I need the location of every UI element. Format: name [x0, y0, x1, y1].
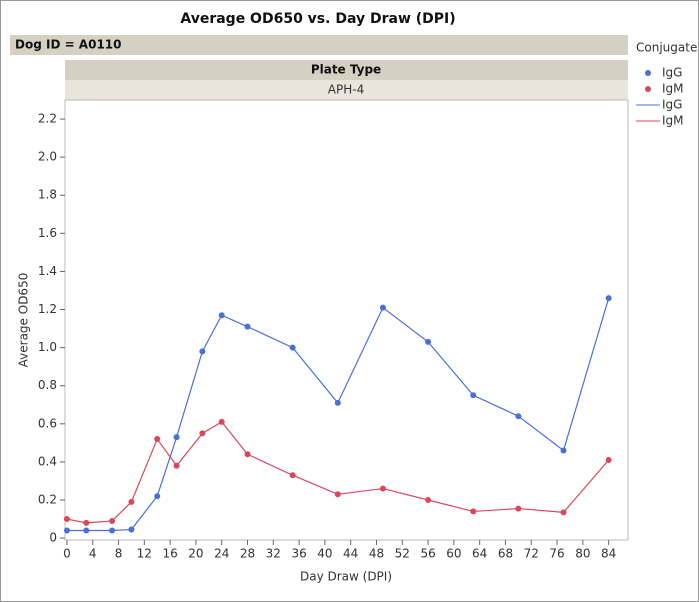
- legend-marker: [645, 70, 651, 76]
- panel-header: Plate Type: [311, 63, 381, 77]
- data-point: [470, 508, 477, 515]
- x-tick-label: 0: [63, 547, 71, 561]
- data-point: [289, 472, 296, 479]
- data-point: [334, 399, 341, 406]
- data-point: [109, 527, 116, 534]
- x-tick-label: 36: [291, 547, 306, 561]
- panel-header-bar: [65, 60, 628, 80]
- y-tick-label: 1.0: [38, 340, 57, 354]
- x-tick-label: 24: [214, 547, 229, 561]
- group-label: Dog ID = A0110: [15, 38, 122, 52]
- x-tick-label: 20: [188, 547, 203, 561]
- data-point: [154, 436, 161, 443]
- x-tick-label: 28: [240, 547, 255, 561]
- x-tick-label: 64: [472, 547, 487, 561]
- data-point: [289, 344, 296, 351]
- x-tick-label: 84: [601, 547, 616, 561]
- data-point: [379, 485, 386, 492]
- x-tick-label: 8: [115, 547, 123, 561]
- x-tick-label: 32: [266, 547, 281, 561]
- data-point: [63, 516, 70, 523]
- plot-area: [64, 99, 629, 541]
- x-tick-label: 72: [524, 547, 539, 561]
- data-point: [605, 295, 612, 302]
- data-point: [470, 392, 477, 399]
- y-tick-label: 0.4: [38, 454, 57, 468]
- legend-label: IgM: [662, 114, 684, 128]
- data-point: [128, 526, 135, 533]
- data-point: [83, 519, 90, 526]
- y-tick-label: 0.6: [38, 416, 57, 430]
- legend-label: IgG: [662, 98, 682, 112]
- y-tick-label: 0.2: [38, 493, 57, 507]
- x-tick-label: 52: [395, 547, 410, 561]
- data-point: [109, 517, 116, 524]
- data-point: [154, 493, 161, 500]
- data-point: [515, 505, 522, 512]
- data-point: [244, 451, 251, 458]
- x-tick-label: 44: [343, 547, 358, 561]
- data-point: [173, 434, 180, 441]
- panel-label-bar: [65, 80, 628, 100]
- y-tick-label: 0: [49, 531, 57, 545]
- x-tick-label: 56: [420, 547, 435, 561]
- x-tick-label: 68: [498, 547, 513, 561]
- y-tick-label: 2.0: [38, 150, 57, 164]
- data-point: [560, 509, 567, 516]
- legend-label: IgM: [662, 82, 684, 96]
- data-point: [199, 430, 206, 437]
- data-point: [605, 457, 612, 463]
- data-point: [244, 323, 251, 330]
- data-point: [218, 418, 225, 425]
- x-tick-label: 12: [137, 547, 152, 561]
- data-point: [128, 498, 135, 505]
- data-point: [218, 312, 225, 319]
- data-point: [83, 527, 90, 534]
- data-point: [173, 462, 180, 469]
- y-tick-label: 0.8: [38, 378, 57, 392]
- panel-label: APH-4: [328, 83, 364, 97]
- data-point: [63, 527, 70, 534]
- data-point: [515, 413, 522, 420]
- data-point: [425, 497, 432, 503]
- legend-marker: [645, 86, 651, 92]
- y-tick-label: 1.4: [38, 264, 57, 278]
- x-tick-label: 4: [89, 547, 97, 561]
- x-tick-label: 48: [369, 547, 384, 561]
- data-point: [425, 338, 432, 345]
- y-tick-label: 1.2: [38, 302, 57, 316]
- x-axis-label: Day Draw (DPI): [300, 570, 392, 584]
- legend-label: IgG: [662, 66, 682, 80]
- data-point: [379, 304, 386, 311]
- x-tick-label: 16: [162, 547, 177, 561]
- x-tick-label: 76: [549, 547, 564, 561]
- y-tick-label: 1.8: [38, 188, 57, 202]
- x-tick-label: 60: [446, 547, 461, 561]
- y-axis-label: Average OD650: [17, 273, 31, 368]
- data-point: [334, 491, 341, 498]
- x-tick-label: 80: [575, 547, 590, 561]
- y-tick-label: 2.2: [38, 112, 57, 126]
- data-point: [560, 447, 567, 454]
- group-bar: [10, 35, 628, 55]
- legend-title: Conjugate: [636, 41, 697, 55]
- x-tick-label: 40: [317, 547, 332, 561]
- chart-title: Average OD650 vs. Day Draw (DPI): [180, 11, 455, 27]
- y-tick-label: 1.6: [38, 226, 57, 240]
- data-point: [199, 348, 206, 355]
